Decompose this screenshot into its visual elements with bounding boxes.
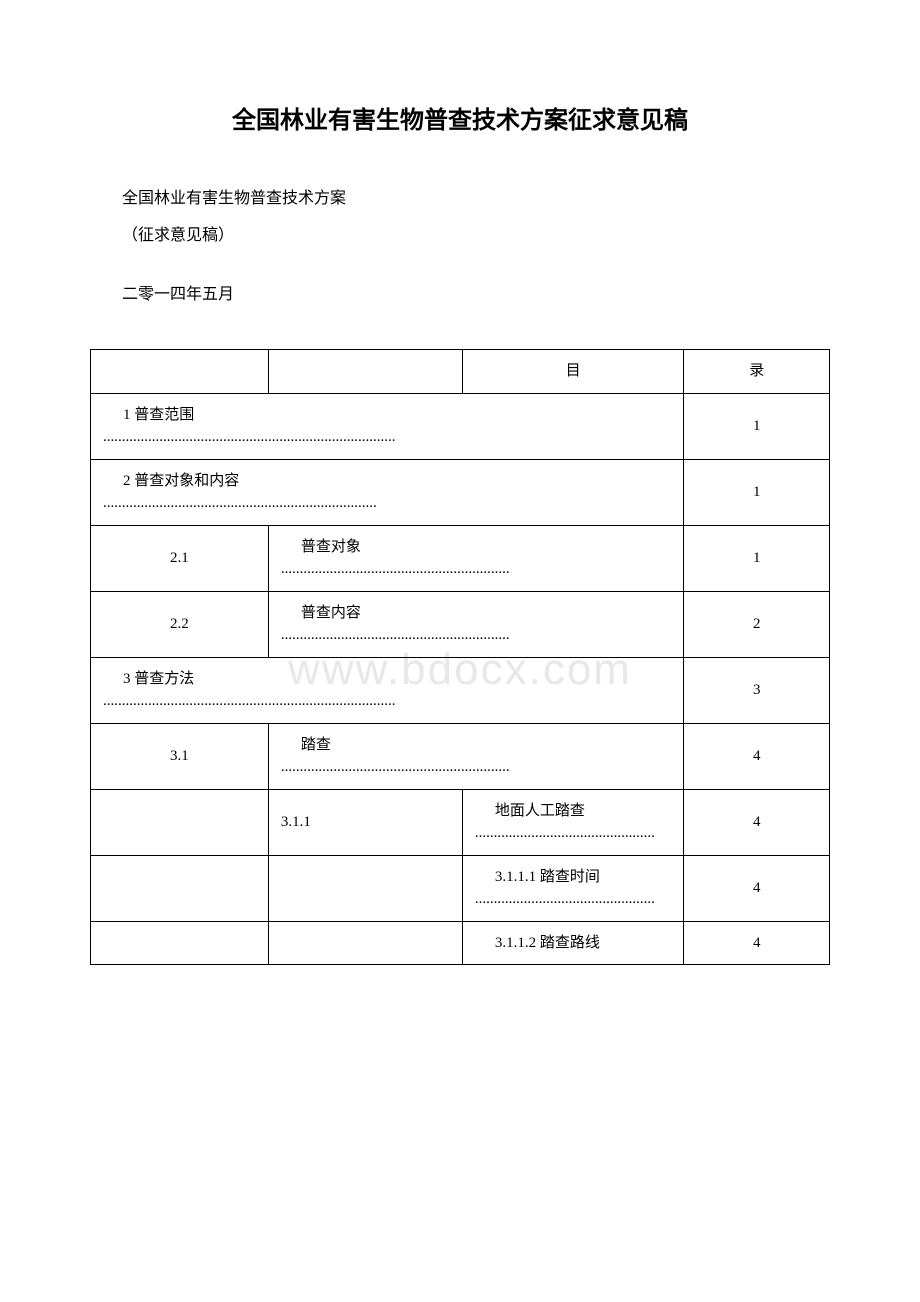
toc-page: 1 — [684, 459, 830, 525]
toc-table: 目 录 1 普查范围 .............................… — [90, 349, 830, 965]
toc-num: 3.1 — [91, 723, 269, 789]
toc-num: 3.1.1 — [268, 789, 462, 855]
toc-row: 3.1.1 地面人工踏查 ...........................… — [91, 789, 830, 855]
toc-row: 2 普查对象和内容 ..............................… — [91, 459, 830, 525]
toc-subsection: 踏查 .....................................… — [268, 723, 684, 789]
toc-page: 4 — [684, 723, 830, 789]
toc-header-lu: 录 — [684, 350, 830, 394]
toc-header-mu: 目 — [462, 350, 684, 394]
toc-dots: ........................................… — [103, 693, 396, 709]
toc-row: 3.1 踏查 .................................… — [91, 723, 830, 789]
toc-level4: 3.1.1.1 踏查时间 ...........................… — [462, 855, 684, 921]
toc-num: 2.2 — [91, 591, 269, 657]
toc-empty — [268, 921, 462, 965]
toc-page: 1 — [684, 393, 830, 459]
toc-level4: 3.1.1.2 踏查路线 — [462, 921, 684, 965]
toc-page: 3 — [684, 657, 830, 723]
document-date: 二零一四年五月 — [90, 281, 830, 310]
toc-empty — [91, 789, 269, 855]
toc-dots: ........................................… — [281, 561, 510, 577]
toc-page: 2 — [684, 591, 830, 657]
toc-text: 普查对象 — [281, 539, 361, 555]
toc-dots: ........................................… — [281, 627, 510, 643]
toc-subsection: 普查内容 ...................................… — [268, 591, 684, 657]
toc-text: 3.1.1.2 踏查路线 — [475, 935, 600, 951]
toc-subsection: 普查对象 ...................................… — [268, 525, 684, 591]
toc-page: 1 — [684, 525, 830, 591]
toc-text: 地面人工踏查 — [475, 803, 585, 819]
toc-header-empty-2 — [268, 350, 462, 394]
toc-page: 4 — [684, 789, 830, 855]
toc-dots: ........................................… — [281, 759, 510, 775]
toc-header-row: 目 录 — [91, 350, 830, 394]
toc-section-1: 1 普查范围 .................................… — [91, 393, 684, 459]
toc-row: 2.2 普查内容 ...............................… — [91, 591, 830, 657]
toc-empty — [91, 921, 269, 965]
toc-text: 踏查 — [281, 737, 331, 753]
toc-text: 3.1.1.1 踏查时间 — [475, 869, 600, 885]
toc-row: 2.1 普查对象 ...............................… — [91, 525, 830, 591]
page-title: 全国林业有害生物普查技术方案征求意见稿 — [90, 100, 830, 135]
toc-row: 3.1.1.1 踏查时间 ...........................… — [91, 855, 830, 921]
subtitle-line-1: 全国林业有害生物普查技术方案 — [90, 185, 830, 214]
content-wrapper: 全国林业有害生物普查技术方案征求意见稿 全国林业有害生物普查技术方案 （征求意见… — [90, 100, 830, 965]
toc-dots: ........................................… — [103, 429, 396, 445]
toc-dots: ........................................… — [103, 495, 377, 511]
toc-empty — [91, 855, 269, 921]
toc-dots: ........................................… — [475, 891, 655, 907]
toc-text: 1 普查范围 — [103, 407, 194, 423]
toc-section-2: 2 普查对象和内容 ..............................… — [91, 459, 684, 525]
toc-row: 3 普查方法 .................................… — [91, 657, 830, 723]
toc-section-3: 3 普查方法 .................................… — [91, 657, 684, 723]
toc-empty — [268, 855, 462, 921]
toc-row: 3.1.1.2 踏查路线 4 — [91, 921, 830, 965]
toc-text: 3 普查方法 — [103, 671, 194, 687]
toc-num: 2.1 — [91, 525, 269, 591]
toc-text: 普查内容 — [281, 605, 361, 621]
toc-page: 4 — [684, 855, 830, 921]
toc-page: 4 — [684, 921, 830, 965]
toc-row: 1 普查范围 .................................… — [91, 393, 830, 459]
toc-header-empty-1 — [91, 350, 269, 394]
subtitle-line-2: （征求意见稿） — [90, 222, 830, 251]
toc-subsubsection: 地面人工踏查 .................................… — [462, 789, 684, 855]
toc-text: 2 普查对象和内容 — [103, 473, 239, 489]
toc-dots: ........................................… — [475, 825, 655, 841]
